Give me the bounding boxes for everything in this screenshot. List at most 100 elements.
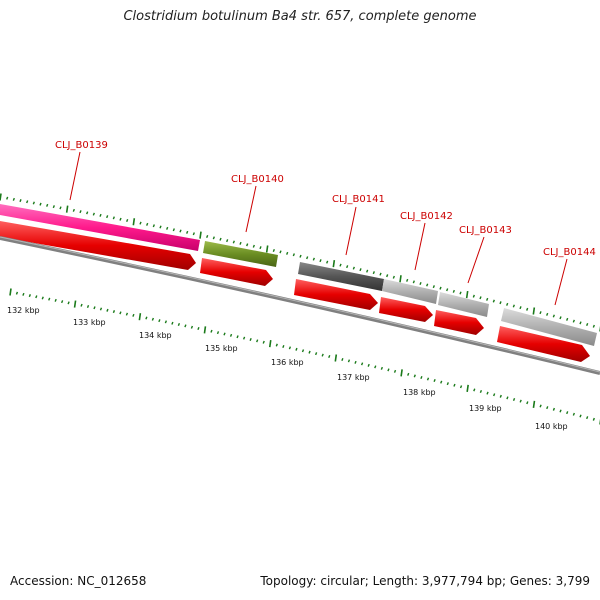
outer-tick: [126, 218, 129, 223]
outer-tick: [319, 259, 322, 263]
outer-tick: [519, 306, 522, 310]
outer-tick: [399, 275, 402, 283]
scale-tick: [119, 311, 122, 315]
scale-tick: [334, 354, 338, 362]
cds-arrow[interactable]: [294, 279, 378, 310]
gene-bar-clj-b0139[interactable]: [0, 204, 200, 251]
scale-tick: [184, 324, 187, 328]
scale-tick: [106, 308, 109, 312]
gene-label-clj-b0140: CLJ_B0140: [231, 174, 284, 185]
outer-tick: [86, 211, 89, 215]
scale-tick: [479, 390, 483, 394]
outer-tick: [292, 253, 295, 257]
scale-tick: [466, 384, 469, 392]
outer-tick: [579, 321, 582, 325]
gene-label-clj-b0144: CLJ_B0144: [543, 247, 596, 258]
leader-line: [467, 236, 485, 284]
scale-tick: [282, 344, 285, 348]
outer-tick: [72, 208, 75, 212]
outer-tick: [172, 228, 175, 232]
outer-tick: [392, 275, 395, 279]
scale-label: 137 kbp: [337, 373, 370, 382]
cds-arrow[interactable]: [497, 326, 590, 362]
scale-tick: [151, 317, 155, 321]
scale-tick: [400, 369, 403, 377]
gene-label-clj-b0143: CLJ_B0143: [459, 225, 512, 236]
scale-tick: [347, 359, 351, 363]
scale-tick: [453, 383, 456, 387]
gene-bar-clj-b0140[interactable]: [203, 241, 278, 267]
scale-tick: [526, 401, 529, 405]
gene-bar-clj-b0144[interactable]: [501, 308, 597, 346]
scale-label: 140 kbp: [535, 422, 568, 431]
outer-tick: [112, 216, 115, 220]
scale-tick: [9, 288, 12, 296]
gene-bar-clj-b0142[interactable]: [382, 279, 438, 304]
outer-tick: [539, 311, 542, 315]
outer-tick: [432, 285, 435, 289]
scale-tick: [374, 365, 377, 369]
scale-label: 136 kbp: [271, 358, 304, 367]
scale-tick-arc: [9, 288, 600, 425]
scale-tick: [275, 343, 278, 347]
outer-tick: [472, 294, 475, 298]
scale-tick: [301, 349, 305, 353]
scale-tick: [492, 393, 496, 397]
outer-tick: [259, 246, 262, 250]
scale-tick: [473, 388, 476, 392]
scale-tick: [242, 336, 246, 340]
cds-arrow[interactable]: [434, 310, 484, 335]
outer-tick: [6, 196, 9, 200]
genome-summary-text: Topology: circular; Length: 3,977,794 bp…: [260, 574, 590, 588]
scale-tick: [532, 400, 536, 409]
outer-tick: [39, 202, 42, 206]
scale-tick: [229, 333, 233, 337]
cds-arrow[interactable]: [379, 297, 433, 322]
gene-label-clj-b0139: CLJ_B0139: [55, 140, 108, 151]
outer-tick: [465, 290, 469, 299]
outer-tick: [406, 278, 409, 282]
scale-tick: [99, 307, 103, 311]
cds-arrow[interactable]: [200, 258, 273, 286]
outer-tick: [366, 269, 369, 273]
outer-tick: [146, 222, 149, 226]
scale-tick: [125, 312, 129, 316]
outer-tick: [139, 221, 142, 225]
scale-tick: [572, 412, 576, 416]
outer-tick: [65, 205, 69, 213]
outer-tick: [339, 263, 342, 267]
cds-arrow[interactable]: [0, 221, 196, 270]
scale-tick: [112, 310, 116, 314]
scale-tick: [158, 319, 161, 323]
outer-tick: [426, 283, 429, 287]
scale-tick: [539, 404, 542, 408]
scale-tick: [308, 350, 311, 354]
cds-track: [0, 221, 590, 362]
outer-tick: [586, 323, 589, 327]
scale-tick: [41, 296, 44, 300]
scale-tick: [506, 396, 509, 400]
outer-tick: [572, 319, 575, 323]
scale-tick: [433, 379, 436, 383]
outer-tick: [92, 212, 95, 216]
leader-line: [554, 258, 568, 306]
gene-bar-clj-b0141[interactable]: [298, 262, 384, 291]
scale-tick: [586, 416, 589, 420]
scale-tick: [73, 300, 77, 308]
genome-backbone-highlight: [0, 236, 600, 373]
gene-bar-clj-b0143[interactable]: [438, 292, 489, 317]
outer-tick: [592, 324, 595, 328]
scale-tick: [413, 374, 416, 378]
outer-tick: [272, 248, 275, 252]
scale-tick: [60, 300, 64, 304]
scale-tick: [387, 368, 390, 372]
scale-tick: [440, 380, 443, 384]
outer-tick: [459, 291, 462, 295]
outer-tick: [132, 218, 136, 226]
scale-tick: [360, 362, 364, 366]
scale-tick: [321, 353, 324, 357]
outer-tick: [332, 259, 336, 268]
outer-tick: [492, 299, 495, 303]
scale-tick: [93, 306, 96, 310]
